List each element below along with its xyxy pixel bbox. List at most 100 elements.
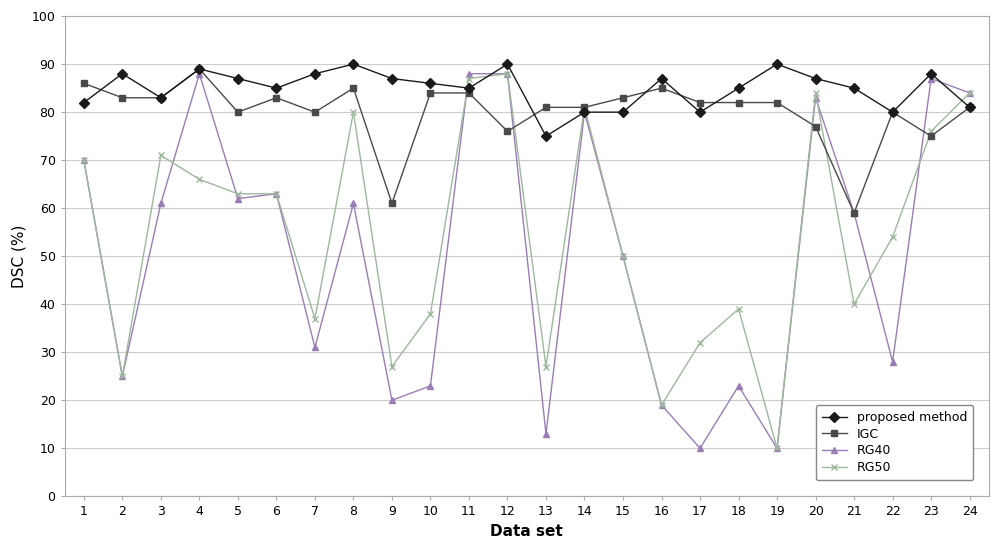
proposed method — [116, 70, 128, 77]
proposed method — [656, 75, 668, 82]
RG40 — [578, 109, 590, 116]
proposed method — [540, 133, 552, 140]
RG50 — [270, 190, 282, 197]
proposed method — [424, 80, 436, 87]
RG50 — [193, 176, 205, 183]
proposed method — [232, 75, 244, 82]
RG40 — [964, 90, 976, 96]
IGC — [155, 95, 167, 101]
RG50 — [656, 402, 668, 408]
IGC — [733, 99, 745, 106]
IGC — [964, 104, 976, 111]
RG40 — [925, 75, 937, 82]
proposed method — [309, 70, 321, 77]
RG40 — [540, 431, 552, 437]
proposed method — [155, 95, 167, 101]
RG50 — [386, 364, 398, 370]
RG40 — [232, 195, 244, 202]
IGC — [578, 104, 590, 111]
Line: proposed method: proposed method — [80, 60, 973, 140]
RG40 — [155, 200, 167, 207]
RG40 — [270, 190, 282, 197]
RG40 — [810, 95, 822, 101]
RG40 — [617, 253, 629, 260]
proposed method — [848, 85, 860, 91]
IGC — [810, 123, 822, 130]
IGC — [78, 80, 90, 87]
proposed method — [617, 109, 629, 116]
IGC — [463, 90, 475, 96]
proposed method — [347, 61, 359, 68]
RG40 — [694, 445, 706, 452]
RG40 — [309, 344, 321, 351]
IGC — [424, 90, 436, 96]
RG40 — [424, 383, 436, 389]
proposed method — [771, 61, 783, 68]
proposed method — [463, 85, 475, 91]
proposed method — [193, 65, 205, 72]
RG50 — [116, 373, 128, 380]
proposed method — [964, 104, 976, 111]
Y-axis label: DSC (%): DSC (%) — [11, 224, 26, 288]
RG50 — [232, 190, 244, 197]
RG50 — [540, 364, 552, 370]
proposed method — [887, 109, 899, 116]
RG50 — [155, 152, 167, 158]
IGC — [848, 210, 860, 216]
IGC — [347, 85, 359, 91]
RG40 — [347, 200, 359, 207]
RG40 — [78, 157, 90, 163]
Line: IGC: IGC — [80, 65, 973, 217]
IGC — [270, 95, 282, 101]
RG40 — [501, 70, 513, 77]
Legend: proposed method, IGC, RG40, RG50: proposed method, IGC, RG40, RG50 — [816, 405, 973, 481]
Line: RG50: RG50 — [80, 70, 973, 452]
RG50 — [733, 306, 745, 312]
proposed method — [78, 99, 90, 106]
IGC — [771, 99, 783, 106]
proposed method — [733, 85, 745, 91]
IGC — [925, 133, 937, 140]
proposed method — [694, 109, 706, 116]
IGC — [386, 200, 398, 207]
IGC — [540, 104, 552, 111]
RG50 — [578, 104, 590, 111]
RG50 — [964, 90, 976, 96]
RG40 — [887, 359, 899, 365]
RG40 — [848, 210, 860, 216]
proposed method — [270, 85, 282, 91]
proposed method — [810, 75, 822, 82]
RG40 — [656, 402, 668, 408]
proposed method — [386, 75, 398, 82]
IGC — [232, 109, 244, 116]
IGC — [617, 95, 629, 101]
RG50 — [617, 253, 629, 260]
RG50 — [501, 70, 513, 77]
RG50 — [694, 339, 706, 346]
proposed method — [925, 70, 937, 77]
proposed method — [578, 109, 590, 116]
RG50 — [925, 128, 937, 135]
RG50 — [463, 75, 475, 82]
IGC — [193, 65, 205, 72]
RG50 — [810, 90, 822, 96]
Line: RG40: RG40 — [80, 70, 973, 452]
proposed method — [501, 61, 513, 68]
IGC — [887, 109, 899, 116]
IGC — [116, 95, 128, 101]
RG50 — [78, 157, 90, 163]
RG50 — [424, 311, 436, 317]
RG40 — [771, 445, 783, 452]
RG40 — [386, 397, 398, 404]
IGC — [309, 109, 321, 116]
RG50 — [771, 445, 783, 452]
RG40 — [193, 70, 205, 77]
IGC — [656, 85, 668, 91]
RG40 — [463, 70, 475, 77]
RG50 — [347, 109, 359, 116]
IGC — [501, 128, 513, 135]
RG40 — [733, 383, 745, 389]
RG50 — [309, 315, 321, 322]
X-axis label: Data set: Data set — [490, 524, 563, 539]
RG40 — [116, 373, 128, 380]
